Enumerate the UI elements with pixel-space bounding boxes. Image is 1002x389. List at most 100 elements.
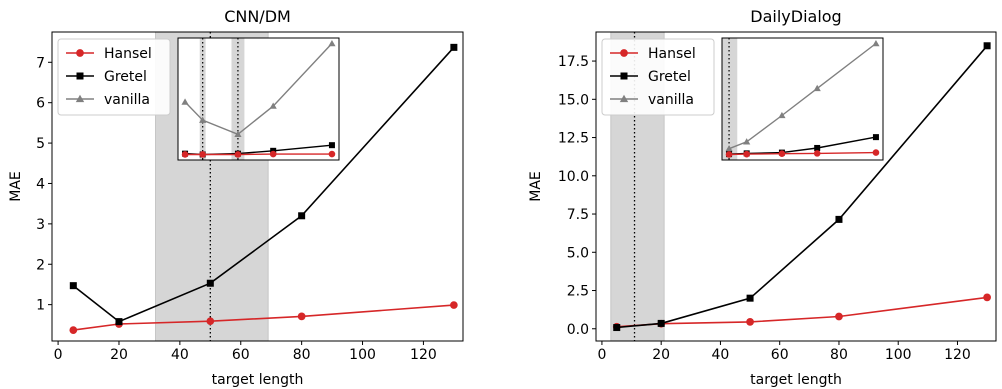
legend-box — [57, 38, 171, 116]
inset-point-vanilla — [778, 111, 786, 119]
inset-point-hansel — [199, 151, 206, 158]
inset-point-vanilla — [199, 116, 207, 123]
legend-marker-hansel — [620, 49, 628, 57]
chart-title: DailyDialog — [750, 7, 841, 26]
inset-point-hansel — [181, 151, 189, 158]
inset-point-gretel — [328, 142, 335, 149]
legend-label-hansel: Hansel — [104, 46, 152, 62]
legend-label-vanilla: vanilla — [104, 92, 150, 108]
data-point-gretel — [746, 294, 754, 302]
inset-point-hansel — [234, 151, 242, 158]
x-tick-label: 100 — [349, 347, 376, 363]
inset-point-gretel — [872, 134, 879, 141]
inset-point-vanilla — [743, 138, 751, 145]
legend-label-gretel: Gretel — [648, 69, 691, 85]
inset-point-vanilla — [269, 102, 277, 109]
x-tick-label: 0 — [597, 347, 606, 363]
data-point-gretel — [613, 324, 621, 332]
data-point-gretel — [657, 319, 665, 327]
x-tick-label: 100 — [885, 347, 912, 363]
data-point-gretel — [983, 42, 991, 50]
y-tick-label: 12.5 — [558, 131, 589, 147]
y-axis-label: MAE — [8, 171, 24, 202]
data-point-hansel — [206, 317, 215, 326]
data-point-gretel — [206, 279, 214, 287]
inset-frame — [721, 37, 884, 161]
x-tick-label: 20 — [652, 347, 670, 363]
plot-frame — [51, 31, 464, 342]
inset-point-hansel — [778, 150, 786, 157]
data-point-hansel — [983, 293, 991, 302]
inset-point-hansel — [813, 150, 821, 157]
legend-label-gretel: Gretel — [104, 69, 147, 85]
plot-frame — [595, 31, 997, 342]
y-tick-label: 2 — [36, 257, 45, 273]
y-tick-label: 3 — [36, 217, 45, 233]
x-tick-label: 0 — [54, 347, 63, 363]
inset-point-hansel — [725, 151, 733, 158]
data-point-hansel — [297, 312, 306, 321]
x-tick-label: 120 — [944, 347, 971, 363]
inset-plot — [721, 37, 884, 161]
legend-marker-hansel — [76, 49, 84, 57]
data-point-gretel — [298, 212, 306, 220]
y-tick-label: 4 — [36, 176, 45, 192]
y-tick-label: 15.0 — [558, 92, 589, 108]
legend-marker-vanilla — [619, 94, 629, 103]
inset-point-vanilla — [234, 130, 242, 137]
y-tick-label: 2.5 — [567, 284, 589, 300]
inset-point-vanilla — [181, 98, 189, 105]
y-tick-label: 0.0 — [567, 322, 589, 338]
inset-point-hansel — [269, 150, 277, 158]
legend-label-vanilla: vanilla — [648, 92, 694, 108]
data-point-hansel — [450, 301, 458, 309]
inset-point-vanilla — [725, 145, 733, 152]
x-tick-label: 120 — [410, 347, 437, 363]
chart-title: CNN/DM — [224, 7, 291, 26]
x-axis-label: target length — [212, 372, 304, 388]
y-tick-label: 10.0 — [558, 169, 589, 185]
inset-point-hansel — [743, 150, 750, 158]
y-tick-label: 17.5 — [558, 54, 589, 70]
inset-point-gretel — [814, 144, 821, 151]
x-tick-label: 80 — [293, 347, 311, 363]
y-tick-label: 1 — [36, 298, 45, 314]
inset-frame — [177, 37, 340, 161]
x-tick-label: 60 — [232, 347, 250, 363]
legend-marker-gretel — [76, 72, 84, 80]
y-tick-label: 5.0 — [567, 245, 589, 261]
x-tick-label: 40 — [171, 347, 189, 363]
inset-point-vanilla — [328, 39, 336, 47]
series-line-hansel — [616, 296, 988, 328]
y-axis-label: MAE — [528, 171, 544, 202]
inset-point-vanilla — [813, 84, 821, 92]
legend: Hansel Gretel vanilla — [57, 38, 171, 116]
data-point-gretel — [450, 43, 458, 51]
y-tick-label: 5 — [36, 136, 45, 152]
x-tick-label: 60 — [771, 347, 789, 363]
inset-point-hansel — [328, 150, 336, 158]
y-tick-label: 7 — [36, 55, 45, 71]
data-point-hansel — [69, 326, 78, 334]
chart-panel-2: 0 20 40 60 80 100 120 0.0 2.5 5.0 7.5 10.0 12.5 15.0 1… — [528, 7, 997, 388]
chart-panel-1: 0 20 40 60 80 100 120 1 2 3 4 5 6 7 CNN/DM target lengt… — [8, 7, 464, 388]
y-tick-label: 6 — [36, 96, 45, 112]
data-point-gretel — [835, 215, 843, 223]
x-tick-label: 80 — [830, 347, 848, 363]
x-tick-label: 20 — [110, 347, 128, 363]
legend: Hansel Gretel vanilla — [601, 38, 715, 116]
data-point-gretel — [69, 282, 77, 290]
legend-marker-vanilla — [75, 94, 85, 103]
data-point-gretel — [115, 318, 123, 326]
inset-plot — [177, 37, 340, 161]
y-tick-label: 7.5 — [567, 207, 589, 223]
data-point-hansel — [746, 318, 754, 326]
data-point-hansel — [835, 312, 843, 321]
legend-marker-gretel — [620, 72, 628, 80]
legend-box — [601, 38, 715, 116]
legend-label-hansel: Hansel — [648, 46, 696, 62]
inset-point-vanilla — [872, 39, 880, 47]
x-axis-label: target length — [750, 372, 842, 388]
x-tick-label: 40 — [712, 347, 730, 363]
